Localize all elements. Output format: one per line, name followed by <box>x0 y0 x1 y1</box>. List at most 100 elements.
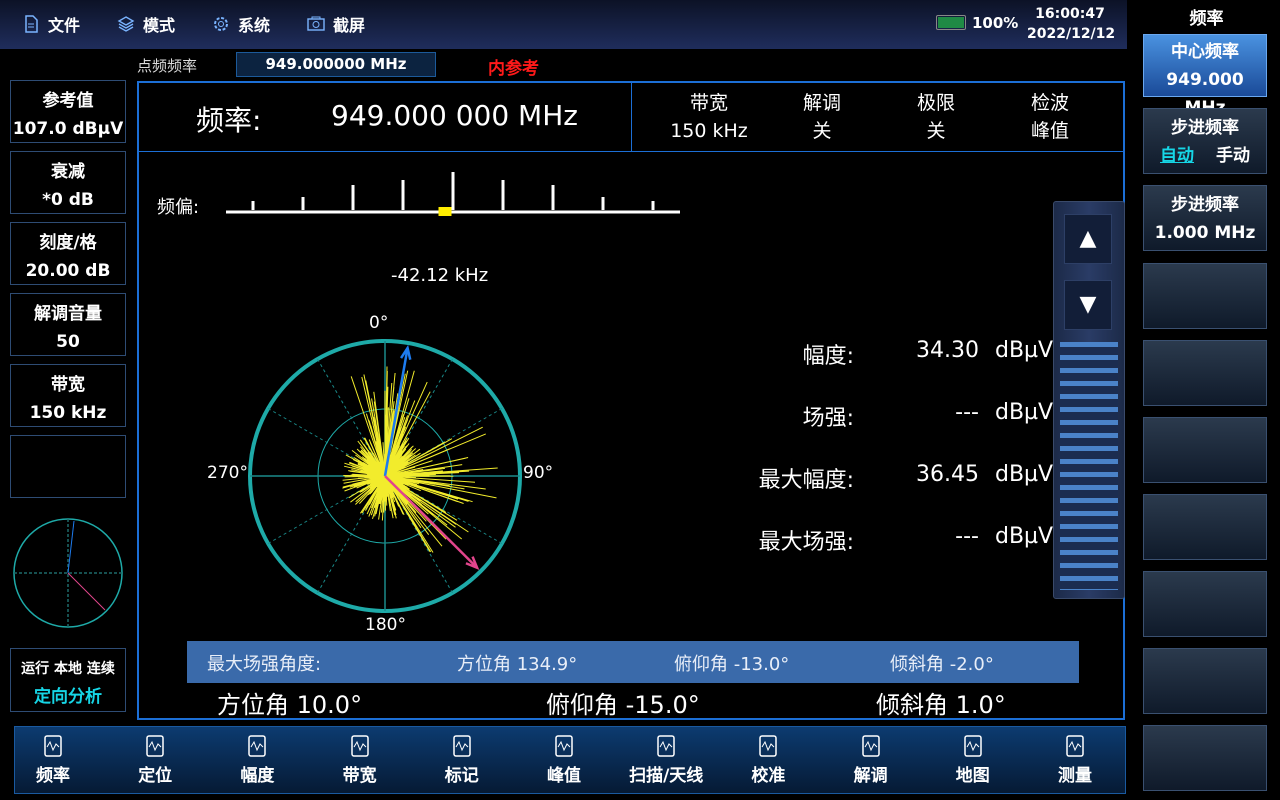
toolbar-bars-button[interactable]: 幅度 <box>217 733 297 786</box>
layers-icon <box>117 16 135 32</box>
bandwidth-title: 带宽 <box>51 375 85 395</box>
max-azimuth: 方位角 134.9° <box>457 654 578 675</box>
param-bandwidth[interactable]: 带宽 150 kHz <box>670 92 748 142</box>
softkey-empty[interactable] <box>1143 725 1267 791</box>
ref-level-box[interactable]: 参考值 107.0 dBµV <box>10 80 126 143</box>
toolbar-peak-button[interactable]: 峰值 <box>524 733 604 786</box>
reference-status: 内参考 <box>488 59 539 79</box>
meas-label: 场强: <box>802 406 854 431</box>
menu-screenshot[interactable]: 截屏 <box>307 12 365 36</box>
current-bearing-arrow-head <box>400 344 412 360</box>
point-freq-label: 点频频率 <box>137 57 198 75</box>
softkey-empty[interactable] <box>1143 648 1267 714</box>
max-bearing-arrow <box>384 475 478 569</box>
meas-unit: dBµV <box>995 462 1054 487</box>
freq-label: 频率: <box>196 104 262 137</box>
scale-value: 20.00 dB <box>25 261 111 281</box>
meas-unit: dBµV <box>995 524 1054 549</box>
empty-box <box>10 435 126 498</box>
param-detector[interactable]: 检波 峰值 <box>1030 92 1069 142</box>
meas-label: 幅度: <box>802 344 854 369</box>
polar-plot <box>248 339 522 613</box>
param-limit[interactable]: 极限关 <box>916 92 955 142</box>
scale-title: 刻度/格 <box>39 233 97 253</box>
battery-icon <box>936 15 966 30</box>
toolbar-ruler-button[interactable]: 测量 <box>1035 733 1115 786</box>
label-270: 270° <box>207 463 248 483</box>
offset-marker <box>438 207 452 216</box>
meas-label: 最大幅度: <box>758 468 854 493</box>
scale-box[interactable]: 刻度/格 20.00 dB <box>10 222 126 285</box>
toolbar-bandwidth-button[interactable]: 带宽 <box>320 733 400 786</box>
max-elevation: 俯仰角 -13.0° <box>674 654 790 675</box>
softkey-empty[interactable] <box>1143 494 1267 560</box>
current-elevation: 俯仰角 -15.0° <box>546 691 700 719</box>
demod-icon <box>861 735 880 757</box>
param-demod[interactable]: 解调关 <box>802 92 841 142</box>
current-bearing-arrow <box>383 347 409 477</box>
grid-spoke <box>317 358 386 477</box>
offset-scale <box>226 172 680 216</box>
step-manual[interactable]: 手动 <box>1216 146 1250 166</box>
toolbar-map-button[interactable]: 地图 <box>933 733 1013 786</box>
softkey-empty[interactable] <box>1143 263 1267 329</box>
current-azimuth: 方位角 10.0° <box>217 691 363 719</box>
menu-mode[interactable]: 模式 <box>117 12 175 36</box>
softkey-title: 频率 <box>1189 9 1224 29</box>
grid-spoke <box>384 475 503 544</box>
meas-value: --- <box>955 524 979 549</box>
toolbar-demod-button[interactable]: 解调 <box>831 733 911 786</box>
header: 频率: 949.000 000 MHz 带宽 150 kHz 解调关 极限关 检波… <box>139 83 1123 152</box>
grid-spoke <box>384 475 453 594</box>
menu-system[interactable]: 系统 <box>212 12 270 36</box>
time: 16:00:47 <box>1035 6 1105 22</box>
freq-value[interactable]: 949.000 000 MHz <box>331 99 578 132</box>
ref-level-title: 参考值 <box>42 91 94 111</box>
toolbar-waveform-button[interactable]: 频率 <box>13 733 93 786</box>
toolbar-locate-button[interactable]: 定位 <box>115 733 195 786</box>
bandwidth-box[interactable]: 带宽 150 kHz <box>10 364 126 427</box>
point-freq-value[interactable]: 949.000000 MHz <box>236 52 436 77</box>
mode-status: 定向分析 <box>34 687 102 707</box>
volume-title: 解调音量 <box>34 304 102 324</box>
camera-icon <box>307 16 325 31</box>
toolbar-flag-button[interactable]: 标记 <box>422 733 502 786</box>
file-icon <box>25 15 38 33</box>
flag-icon <box>453 735 471 757</box>
label-180: 180° <box>365 615 406 635</box>
map-icon <box>964 735 982 757</box>
max-field-bar: 最大场强角度: 方位角 134.9° 俯仰角 -13.0° 倾斜角 -2.0° <box>187 641 1079 683</box>
waveform-icon <box>44 735 62 757</box>
run-status-box: 运行 本地 连续定向分析 <box>10 648 126 712</box>
softkey-empty[interactable] <box>1143 417 1267 483</box>
softkey-step-freq[interactable]: 步进频率 1.000 MHz <box>1143 185 1267 251</box>
attenuation-box[interactable]: 衰减 *0 dB <box>10 151 126 214</box>
grid-spoke <box>317 475 386 594</box>
triangle-up-icon: ▲ <box>1079 226 1097 251</box>
scroll-down-button[interactable]: ▼ <box>1064 280 1112 330</box>
main-panel: 频率: 949.000 000 MHz 带宽 150 kHz 解调关 极限关 检波… <box>137 81 1125 720</box>
mini-current-arrow <box>67 520 75 574</box>
direction-trace <box>342 366 498 553</box>
toolbar-calibrate-button[interactable]: 校准 <box>728 733 808 786</box>
ruler-icon <box>1066 735 1084 757</box>
run-status: 运行 本地 连续 <box>21 661 115 677</box>
softkey-step-mode[interactable]: 步进频率 自动 手动 <box>1143 108 1267 174</box>
softkey-empty[interactable] <box>1143 340 1267 406</box>
top-bar: 文件 模式 系统 截屏 100% 16:00:47 2022/12/12 <box>0 0 1127 49</box>
meas-value: 36.45 <box>916 462 979 487</box>
locate-icon <box>146 735 164 757</box>
label-0: 0° <box>369 313 389 333</box>
level-scroll-panel[interactable]: ▲ ▼ <box>1053 201 1125 599</box>
toolbar-scan-button[interactable]: 扫描/天线 <box>626 733 706 786</box>
bars-icon <box>248 735 267 757</box>
meas-value: --- <box>955 400 979 425</box>
step-auto[interactable]: 自动 <box>1160 146 1194 166</box>
scroll-up-button[interactable]: ▲ <box>1064 214 1112 264</box>
calibrate-icon <box>759 735 778 757</box>
mini-max-arrow <box>67 572 106 611</box>
volume-box[interactable]: 解调音量 50 <box>10 293 126 356</box>
softkey-empty[interactable] <box>1143 571 1267 637</box>
menu-file[interactable]: 文件 <box>22 12 80 36</box>
